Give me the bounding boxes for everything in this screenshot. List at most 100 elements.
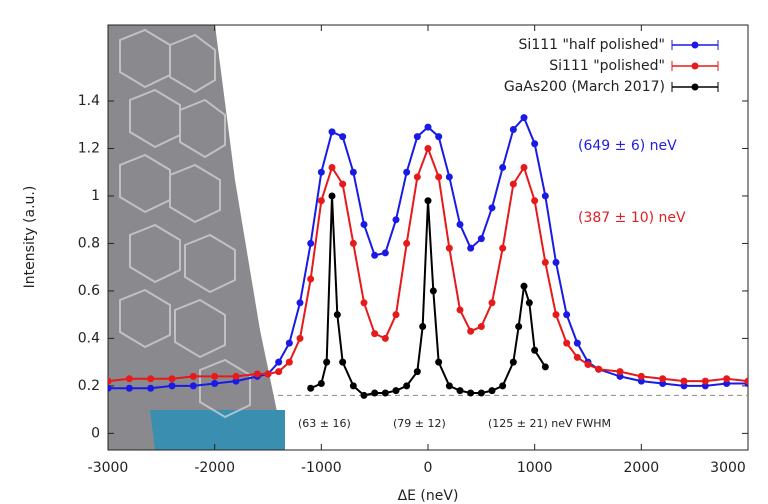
x-tick-label: 3000 xyxy=(710,460,746,476)
x-axis-label: ΔE (neV) xyxy=(398,488,459,504)
data-point xyxy=(413,173,421,181)
data-point xyxy=(403,382,411,390)
data-point xyxy=(520,114,528,122)
annotation: (63 ± 16) xyxy=(298,417,351,430)
data-point xyxy=(275,368,283,376)
data-point xyxy=(541,363,549,371)
data-point xyxy=(211,372,219,380)
x-tick-label: -3000 xyxy=(88,460,129,476)
data-point xyxy=(189,372,197,380)
data-point xyxy=(520,282,528,290)
data-point xyxy=(467,389,475,397)
legend-marker xyxy=(691,41,699,49)
data-point xyxy=(584,361,592,369)
data-point xyxy=(285,358,293,366)
data-point xyxy=(573,353,581,361)
data-point xyxy=(307,384,315,392)
y-axis-label: Intensity (a.u.) xyxy=(22,186,38,289)
y-tick-label: 0 xyxy=(91,425,100,441)
data-point xyxy=(381,389,389,397)
data-point xyxy=(488,387,496,395)
y-tick-label: 0.6 xyxy=(78,283,100,299)
legend-marker xyxy=(691,62,699,70)
data-point xyxy=(108,384,112,392)
data-point xyxy=(509,125,517,133)
data-point xyxy=(531,197,539,205)
x-tick-label: 0 xyxy=(424,460,433,476)
data-point xyxy=(424,144,432,152)
data-point xyxy=(323,358,331,366)
data-point xyxy=(189,382,197,390)
data-point xyxy=(488,204,496,212)
data-point xyxy=(360,299,368,307)
data-point xyxy=(339,358,347,366)
data-point xyxy=(541,258,549,266)
annotation: (79 ± 12) xyxy=(393,417,446,430)
data-point xyxy=(381,334,389,342)
x-tick-label: 1000 xyxy=(517,460,553,476)
fit-line xyxy=(310,195,547,397)
y-tick-label: 1 xyxy=(91,188,100,204)
data-point xyxy=(307,275,315,283)
data-point xyxy=(232,372,240,380)
data-point xyxy=(477,323,485,331)
data-point xyxy=(445,382,453,390)
y-tick-label: 0.2 xyxy=(78,378,100,394)
data-point xyxy=(403,239,411,247)
data-point xyxy=(467,327,475,335)
data-point xyxy=(701,377,709,385)
data-point xyxy=(552,311,560,319)
data-point xyxy=(275,358,283,366)
data-point xyxy=(456,387,464,395)
data-point xyxy=(413,133,421,141)
data-point xyxy=(515,323,523,331)
data-point xyxy=(333,311,341,319)
legend-marker xyxy=(691,83,699,91)
data-point xyxy=(147,375,155,383)
data-point xyxy=(499,244,507,252)
data-point xyxy=(424,197,432,205)
data-point xyxy=(531,140,539,148)
data-point xyxy=(477,235,485,243)
data-point xyxy=(456,306,464,314)
data-point xyxy=(328,163,336,171)
data-point xyxy=(360,391,368,399)
data-point xyxy=(531,346,539,354)
data-point xyxy=(317,197,325,205)
data-point xyxy=(360,220,368,228)
data-point xyxy=(552,258,560,266)
data-point xyxy=(456,220,464,228)
y-tick-label: 1.4 xyxy=(78,93,100,109)
data-point xyxy=(403,168,411,176)
data-point xyxy=(296,334,304,342)
data-point xyxy=(520,163,528,171)
data-point xyxy=(563,311,571,319)
data-point xyxy=(296,299,304,307)
data-point xyxy=(680,377,688,385)
data-point xyxy=(445,173,453,181)
data-point xyxy=(307,239,315,247)
data-point xyxy=(435,173,443,181)
data-point xyxy=(445,244,453,252)
data-point xyxy=(392,311,400,319)
plot-area xyxy=(108,114,748,399)
data-point xyxy=(392,387,400,395)
data-point xyxy=(637,372,645,380)
data-point xyxy=(285,339,293,347)
data-point xyxy=(371,251,379,259)
data-point xyxy=(744,377,748,385)
data-point xyxy=(349,239,357,247)
annotation: (125 ± 21) neV FWHM xyxy=(488,417,611,430)
data-point xyxy=(499,163,507,171)
data-point xyxy=(371,389,379,397)
legend-label: Si111 "half polished" xyxy=(519,37,665,53)
data-point xyxy=(509,180,517,188)
data-point xyxy=(168,382,176,390)
data-point xyxy=(488,299,496,307)
data-point xyxy=(349,168,357,176)
data-point xyxy=(419,323,427,331)
y-tick-label: 0.8 xyxy=(78,235,100,251)
data-point xyxy=(616,368,624,376)
data-point xyxy=(371,330,379,338)
